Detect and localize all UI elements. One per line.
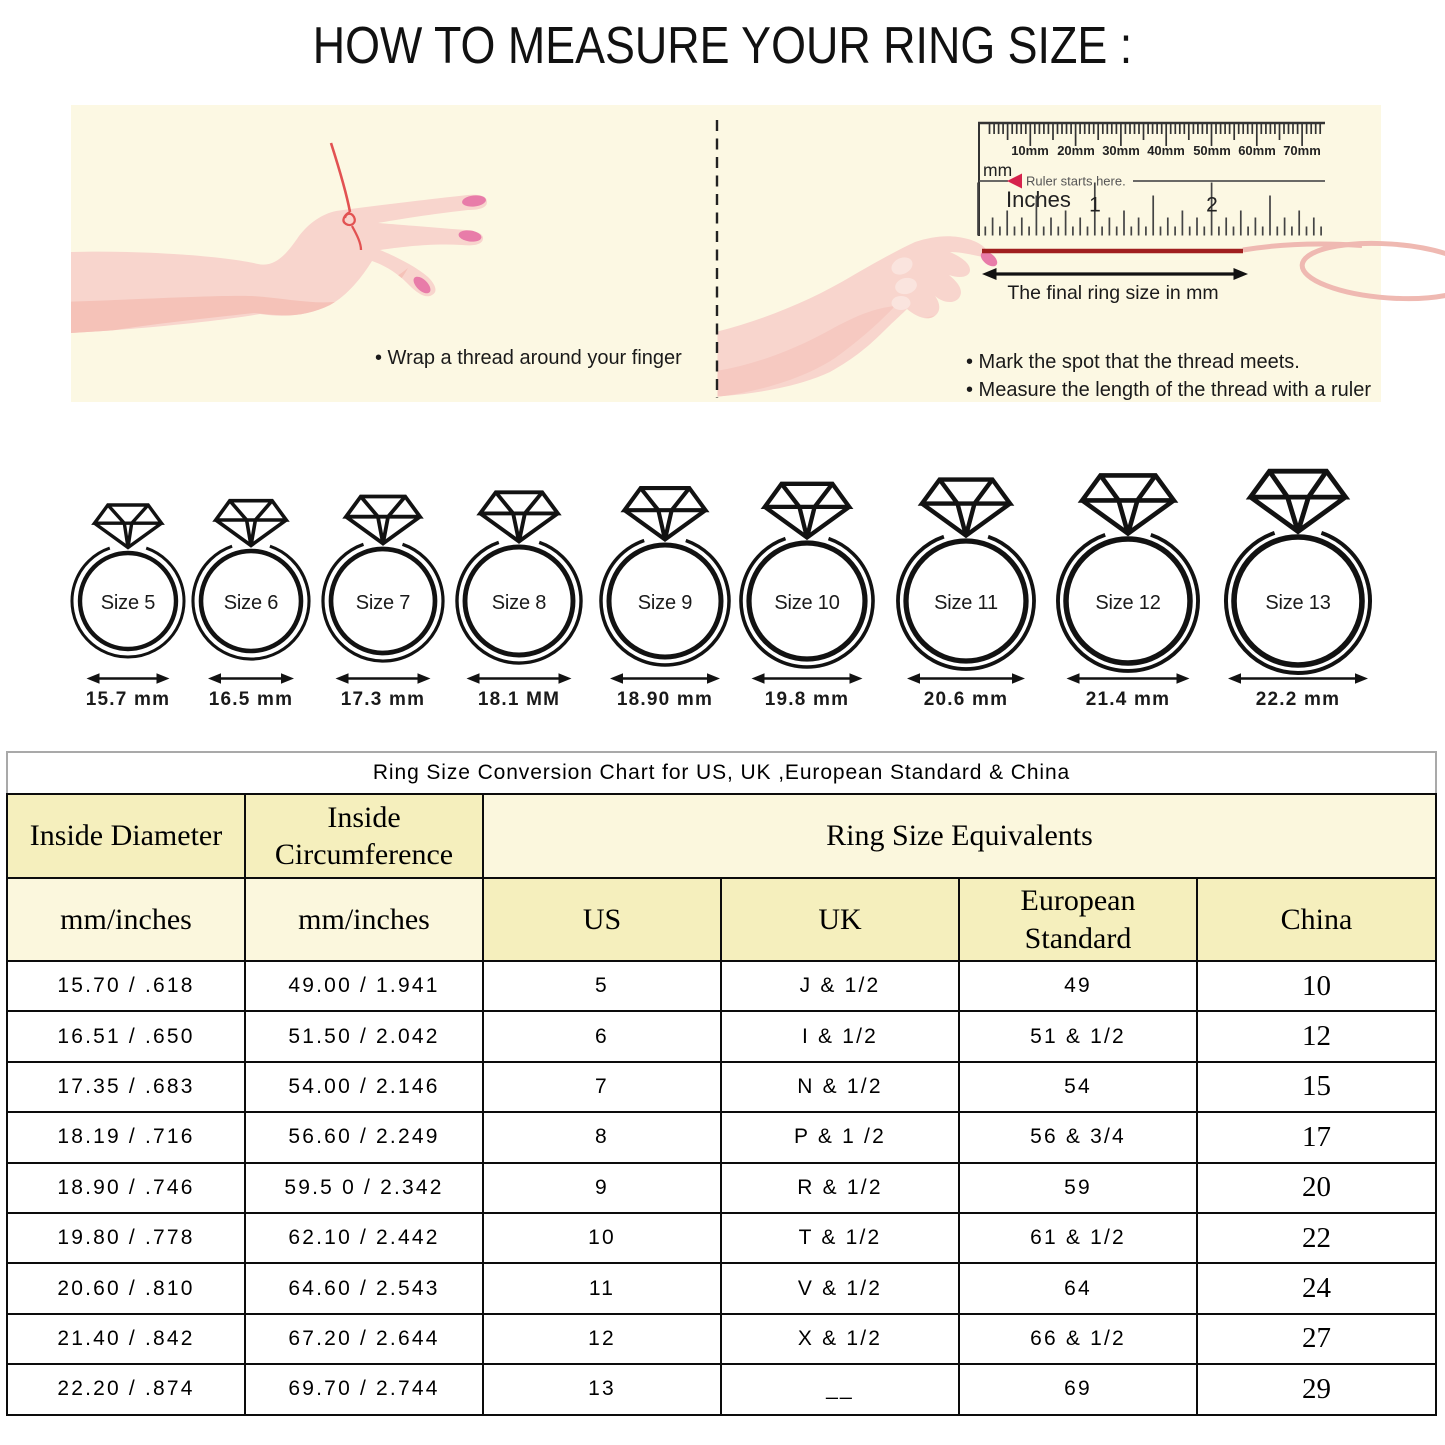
svg-text:50mm: 50mm bbox=[1193, 143, 1231, 158]
svg-text:mm: mm bbox=[983, 160, 1012, 180]
svg-text:Size 11: Size 11 bbox=[934, 592, 998, 614]
svg-text:• Wrap a thread around your fi: • Wrap a thread around your finger bbox=[375, 347, 682, 369]
svg-text:Inches: Inches bbox=[1006, 187, 1071, 212]
svg-text:21.4 mm: 21.4 mm bbox=[1086, 689, 1170, 710]
svg-text:Ruler starts here.: Ruler starts here. bbox=[1026, 174, 1126, 189]
svg-text:30mm: 30mm bbox=[1102, 143, 1140, 158]
svg-text:The final ring size in mm: The final ring size in mm bbox=[1007, 282, 1218, 304]
svg-text:Size 12: Size 12 bbox=[1095, 592, 1160, 614]
svg-text:• Measure the length of the th: • Measure the length of the thread with … bbox=[966, 379, 1371, 401]
svg-text:20mm: 20mm bbox=[1057, 143, 1095, 158]
svg-text:Size 13: Size 13 bbox=[1265, 592, 1330, 614]
svg-text:15.7 mm: 15.7 mm bbox=[86, 689, 170, 710]
svg-text:18.90 mm: 18.90 mm bbox=[617, 689, 713, 710]
svg-text:22.2 mm: 22.2 mm bbox=[1256, 689, 1340, 710]
svg-text:Size 8: Size 8 bbox=[492, 592, 546, 614]
svg-text:60mm: 60mm bbox=[1238, 143, 1276, 158]
svg-text:70mm: 70mm bbox=[1283, 143, 1321, 158]
svg-text:1: 1 bbox=[1089, 194, 1101, 217]
svg-text:16.5 mm: 16.5 mm bbox=[209, 689, 293, 710]
svg-text:10mm: 10mm bbox=[1011, 143, 1049, 158]
svg-text:19.8 mm: 19.8 mm bbox=[765, 689, 849, 710]
svg-text:17.3 mm: 17.3 mm bbox=[341, 689, 425, 710]
svg-text:Size 6: Size 6 bbox=[224, 592, 278, 614]
svg-text:• Mark the spot that the threa: • Mark the spot that the thread meets. bbox=[966, 351, 1300, 373]
svg-text:Size 5: Size 5 bbox=[101, 592, 155, 614]
svg-text:Size 7: Size 7 bbox=[356, 592, 410, 614]
svg-text:40mm: 40mm bbox=[1147, 143, 1185, 158]
svg-text:2: 2 bbox=[1206, 194, 1218, 217]
svg-text:Size 9: Size 9 bbox=[638, 592, 692, 614]
svg-text:Size 10: Size 10 bbox=[774, 592, 839, 614]
svg-text:20.6 mm: 20.6 mm bbox=[924, 689, 1008, 710]
svg-text:18.1 MM: 18.1 MM bbox=[478, 689, 560, 710]
